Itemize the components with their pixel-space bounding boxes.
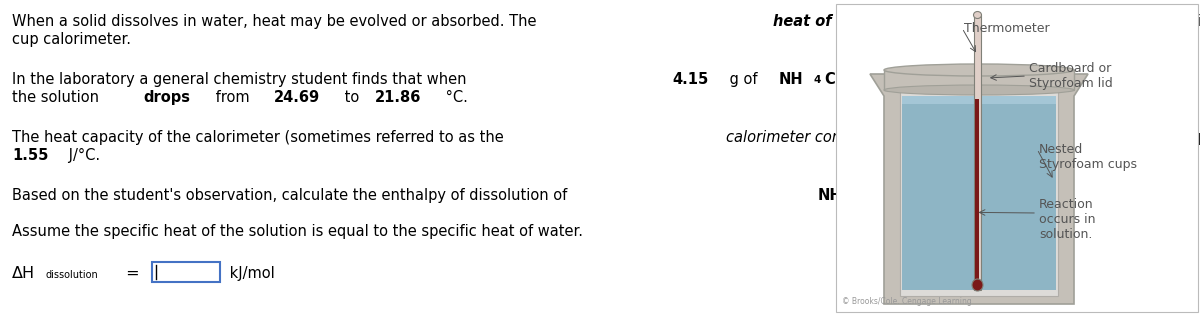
Text: (dissolving) can be determined using a coffee: (dissolving) can be determined using a c…	[996, 14, 1200, 29]
Text: g of water, the temperature of: g of water, the temperature of	[1164, 72, 1200, 87]
Text: 4: 4	[865, 75, 872, 85]
Text: ClO: ClO	[864, 188, 892, 203]
Bar	[884, 70, 1074, 90]
Text: © Brooks/Cole. Cengage Learning: © Brooks/Cole. Cengage Learning	[842, 297, 972, 306]
Text: 1.55: 1.55	[12, 148, 48, 163]
Text: g of: g of	[725, 72, 762, 87]
Text: Assume the specific heat of the solution is equal to the specific heat of water.: Assume the specific heat of the solution…	[12, 224, 583, 239]
Ellipse shape	[973, 12, 982, 19]
Text: Reaction
occurs in
solution.: Reaction occurs in solution.	[1039, 198, 1096, 241]
Text: =: =	[121, 266, 139, 281]
Text: kJ/mol: kJ/mol	[224, 266, 275, 281]
Text: the solution: the solution	[12, 90, 103, 105]
Text: 21.86: 21.86	[374, 90, 421, 105]
Text: from: from	[211, 90, 254, 105]
Text: 106.50: 106.50	[1082, 72, 1139, 87]
Text: (s) are dissolved in: (s) are dissolved in	[876, 72, 1019, 87]
Text: °C.: °C.	[442, 90, 468, 105]
Ellipse shape	[884, 64, 1074, 76]
Text: heat of dissolution: heat of dissolution	[773, 14, 928, 29]
Text: In the laboratory a general chemistry student finds that when: In the laboratory a general chemistry st…	[12, 72, 472, 87]
Text: to: to	[340, 90, 364, 105]
Bar	[976, 99, 979, 286]
Text: 4.15: 4.15	[673, 72, 709, 87]
Text: cup calorimeter.: cup calorimeter.	[12, 32, 131, 47]
Text: 4: 4	[905, 191, 912, 201]
Polygon shape	[870, 74, 1088, 304]
Bar	[902, 96, 1056, 104]
Text: Nested
Styrofoam cups: Nested Styrofoam cups	[1039, 143, 1138, 171]
Bar	[902, 96, 1056, 290]
Text: 4: 4	[814, 75, 821, 85]
Text: ΔH: ΔH	[12, 266, 35, 281]
Text: When a solid dissolves in water, heat may be evolved or absorbed. The: When a solid dissolves in water, heat ma…	[12, 14, 541, 29]
Text: The heat capacity of the calorimeter (sometimes referred to as the: The heat capacity of the calorimeter (so…	[12, 130, 509, 145]
Ellipse shape	[972, 279, 983, 291]
Text: ) was determined in a separate experiment to be: ) was determined in a separate experimen…	[946, 130, 1200, 145]
Bar	[974, 15, 982, 290]
Text: ClO: ClO	[824, 72, 852, 87]
Text: J/°C.: J/°C.	[65, 148, 101, 163]
Text: 4: 4	[853, 191, 860, 201]
Text: (s) in kJ/mol.: (s) in kJ/mol.	[914, 188, 1007, 203]
Bar	[152, 262, 220, 282]
Text: dissolution: dissolution	[46, 270, 98, 280]
Text: NH: NH	[778, 72, 803, 87]
Text: Cardboard or
Styrofoam lid: Cardboard or Styrofoam lid	[1030, 62, 1112, 90]
Text: 24.69: 24.69	[274, 90, 320, 105]
Ellipse shape	[884, 85, 1074, 95]
Polygon shape	[900, 86, 1058, 296]
Text: calorimeter constant: calorimeter constant	[726, 130, 878, 145]
Text: Based on the student's observation, calculate the enthalpy of dissolution of: Based on the student's observation, calc…	[12, 188, 572, 203]
Text: drops: drops	[144, 90, 191, 105]
Text: Thermometer: Thermometer	[964, 22, 1050, 35]
Text: NH: NH	[817, 188, 842, 203]
